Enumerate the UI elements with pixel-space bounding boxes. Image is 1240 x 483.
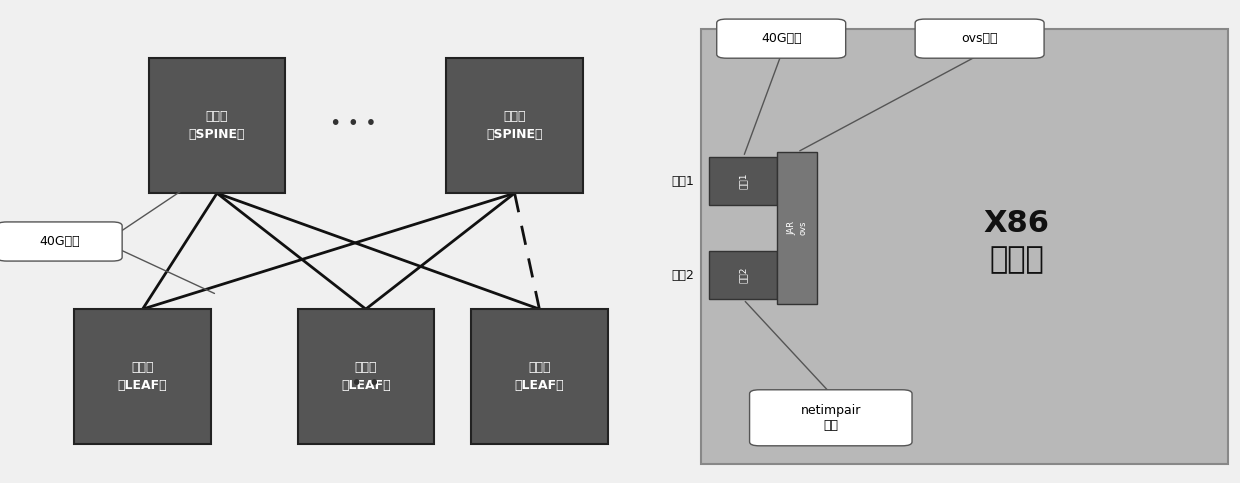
- FancyBboxPatch shape: [777, 152, 817, 304]
- Text: 端口2: 端口2: [739, 267, 748, 284]
- Text: • •: • •: [351, 374, 381, 394]
- Text: 网卡2: 网卡2: [672, 269, 694, 282]
- FancyBboxPatch shape: [74, 309, 211, 444]
- FancyBboxPatch shape: [701, 29, 1228, 464]
- FancyBboxPatch shape: [298, 309, 434, 444]
- Text: ovs端口: ovs端口: [961, 32, 998, 45]
- FancyBboxPatch shape: [0, 222, 122, 261]
- Text: • • •: • • •: [330, 114, 377, 133]
- Text: 40G链路: 40G链路: [40, 235, 79, 248]
- FancyBboxPatch shape: [149, 58, 285, 193]
- Text: 网卡1: 网卡1: [672, 175, 694, 187]
- FancyBboxPatch shape: [749, 390, 913, 446]
- Text: 交换机
（LEAF）: 交换机 （LEAF）: [118, 361, 167, 392]
- FancyBboxPatch shape: [446, 58, 583, 193]
- Text: 40G网卡: 40G网卡: [761, 32, 801, 45]
- Text: 交换机
（SPINE）: 交换机 （SPINE）: [188, 110, 246, 141]
- Text: 交换机
（LEAF）: 交换机 （LEAF）: [515, 361, 564, 392]
- Text: 交换机
（SPINE）: 交换机 （SPINE）: [486, 110, 543, 141]
- Text: 交换机
（LEAF）: 交换机 （LEAF）: [341, 361, 391, 392]
- FancyBboxPatch shape: [709, 157, 777, 205]
- Text: netimpair
扰动: netimpair 扰动: [801, 404, 861, 432]
- FancyBboxPatch shape: [709, 251, 777, 299]
- Text: JAR
ovs: JAR ovs: [787, 221, 807, 236]
- Text: X86
服务器: X86 服务器: [983, 209, 1050, 274]
- Text: 端口1: 端口1: [739, 173, 748, 189]
- FancyBboxPatch shape: [915, 19, 1044, 58]
- FancyBboxPatch shape: [471, 309, 608, 444]
- FancyBboxPatch shape: [717, 19, 846, 58]
